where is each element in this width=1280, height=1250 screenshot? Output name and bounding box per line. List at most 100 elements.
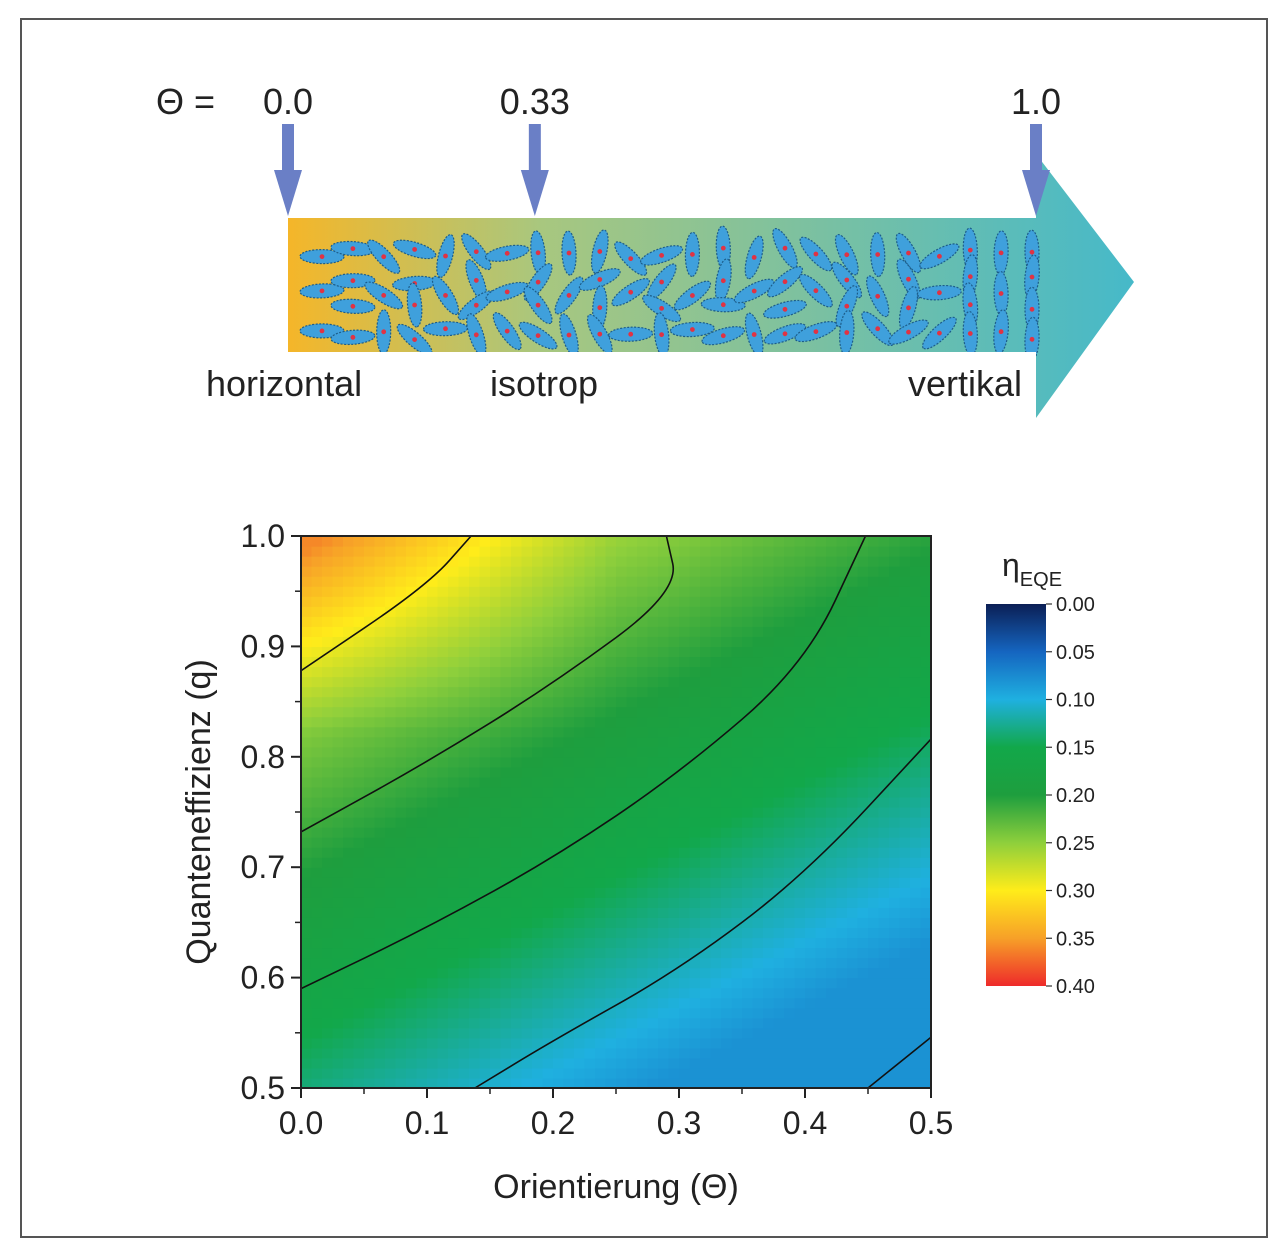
heatmap-cell [605,656,617,668]
heatmap-cell [353,766,365,778]
heatmap-cell [658,1057,670,1069]
heatmap-cell [406,857,418,868]
heatmap-cell [910,997,922,1009]
heatmap-cell [416,977,428,989]
heatmap-cell [805,676,817,688]
heatmap-cell [899,837,911,848]
molecule [834,233,859,276]
heatmap-cell [437,887,449,898]
heatmap-cell [805,1047,817,1059]
heatmap-cell [490,977,502,989]
heatmap-cell [511,686,523,698]
heatmap-cell [458,636,470,647]
heatmap-cell [332,887,344,898]
heatmap-cell [500,606,512,617]
heatmap-cell [595,1067,607,1079]
heatmap-cell [679,1027,691,1039]
heatmap-cell [563,796,575,808]
heatmap-cell [532,736,544,748]
heatmap-cell [553,726,565,738]
heatmap-cell [878,837,890,848]
heatmap-cell [689,546,701,557]
heatmap-cell [490,746,502,758]
heatmap-cell [847,766,859,778]
heatmap-cell [794,1047,806,1059]
heatmap-cell [920,576,931,587]
heatmap-cell [910,636,922,647]
heatmap-cell [521,656,533,668]
heatmap-cell [616,867,628,878]
heatmap-cell [836,786,848,798]
heatmap-cell [406,847,418,858]
heatmap-cell [332,626,344,637]
heatmap-cell [595,917,607,929]
heatmap-cell [910,837,922,848]
heatmap-cell [700,1057,712,1069]
heatmap-cell [731,1037,743,1049]
heatmap-cell [868,796,880,808]
molecule [733,278,775,304]
heatmap-cell [322,776,334,788]
heatmap-cell [752,957,764,969]
heatmap-cell [668,977,680,989]
heatmap-cell [395,636,407,647]
heatmap-cell [311,596,323,607]
heatmap-cell [458,917,470,929]
heatmap-cell [332,847,344,858]
heatmap-cell [815,897,827,908]
heatmap-cell [637,867,649,878]
heatmap-cell [511,806,523,818]
heatmap-cell [332,817,344,828]
heatmap-cell [479,726,491,738]
heatmap-cell [616,947,628,959]
heatmap-cell [721,987,733,999]
heatmap-cell [700,606,712,617]
heatmap-cell [563,776,575,788]
heatmap-cell [847,827,859,838]
heatmap-cell [500,957,512,969]
heatmap-cell [773,786,785,798]
heatmap-cell [836,686,848,698]
heatmap-cell [322,1017,334,1029]
heatmap-cell [521,726,533,738]
heatmap-cell [668,817,680,828]
heatmap-cell [343,1037,355,1049]
heatmap-cell [311,586,323,597]
heatmap-cell [553,676,565,688]
heatmap-cell [647,736,659,748]
heatmap-cell [322,927,334,939]
heatmap-cell [637,1077,649,1088]
heatmap-cell [448,646,460,658]
heatmap-cell [710,686,722,698]
heatmap-cell [364,606,376,617]
heatmap-cell [595,827,607,838]
heatmap-cell [322,686,334,698]
heatmap-cell [332,616,344,627]
heatmap-cell [752,746,764,758]
heatmap-cell [763,817,775,828]
heatmap-cell [406,566,418,577]
heatmap-cell [920,716,931,728]
heatmap-cell [500,646,512,658]
heatmap-cell [731,716,743,728]
heatmap-cell [637,586,649,597]
heatmap-cell [689,616,701,627]
heatmap-cell [910,716,922,728]
heatmap-cell [322,917,334,929]
heatmap-cell [542,947,554,959]
heatmap-cell [689,686,701,698]
heatmap-cell [521,546,533,557]
heatmap-cell [605,546,617,557]
heatmap-cell [542,1057,554,1069]
heatmap-cell [815,766,827,778]
heatmap-cell [448,586,460,597]
heatmap-cell [343,776,355,788]
heatmap-cell [311,967,323,979]
heatmap-cell [532,967,544,979]
heatmap-cell [332,927,344,939]
heatmap-cell [353,947,365,959]
heatmap-cell [889,636,901,647]
heatmap-cell [416,847,428,858]
heatmap-cell [899,636,911,647]
heatmap-cell [490,776,502,788]
